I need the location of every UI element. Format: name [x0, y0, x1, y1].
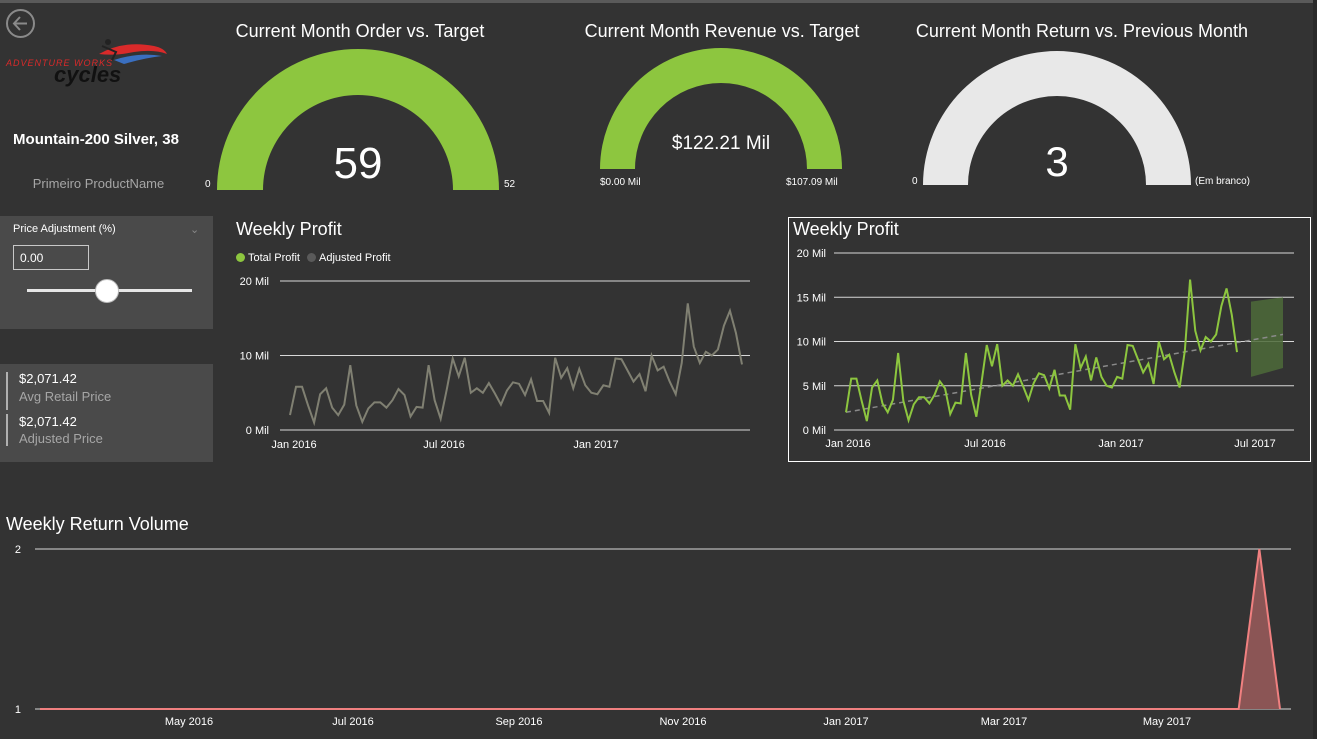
- gauge-return-min: 0: [912, 176, 918, 187]
- chart-return-volume[interactable]: 1 2 May 2016 Jul 2016 Sep 2016 Nov 2016 Jan 20…: [0, 538, 1305, 738]
- gauge-revenue-title: Current Month Revenue vs. Target: [584, 21, 860, 41]
- series-area-returns: [40, 549, 1280, 709]
- x-tick-label: Jul 2016: [332, 716, 374, 728]
- price-adjustment-slider-thumb[interactable]: [95, 279, 119, 303]
- y-tick-label: 20 Mil: [797, 248, 826, 260]
- logo-text-1: ADVENTURE WORKS: [5, 58, 113, 68]
- series-line-returns: [40, 548, 1281, 710]
- chart-weekly-profit-forecast[interactable]: 0 Mil 5 Mil 10 Mil 15 Mil 20 Mil Jan 2016 Jul …: [789, 240, 1309, 455]
- y-tick-label: 0 Mil: [246, 425, 269, 437]
- gauge-order-min: 0: [205, 179, 211, 190]
- chart-return-volume-title: Weekly Return Volume: [6, 514, 189, 534]
- gauge-return[interactable]: 3: [921, 50, 1193, 187]
- x-tick-label: Jan 2017: [573, 439, 618, 451]
- gauge-return-max: (Em branco): [1195, 176, 1251, 187]
- logo-text-2: cycles: [54, 62, 121, 87]
- avg-retail-price-label: Avg Retail Price: [19, 389, 112, 404]
- gauge-order-max: 52: [504, 179, 516, 190]
- back-arrow-circle-icon[interactable]: [6, 9, 35, 38]
- chart-weekly-profit-forecast-title: Weekly Profit: [793, 219, 899, 239]
- gauge-return-title: Current Month Return vs. Previous Month: [915, 21, 1249, 41]
- chart-weekly-profit[interactable]: 0 Mil 10 Mil 20 Mil Jan 2016 Jul 2016 Jan 201…: [230, 270, 760, 460]
- series-line-total-profit: [845, 279, 1238, 424]
- right-edge: [1313, 0, 1317, 739]
- trend-line: [845, 333, 1284, 414]
- x-tick-label: Mar 2017: [981, 716, 1027, 728]
- adjusted-price-label: Adjusted Price: [19, 431, 103, 446]
- y-tick-label: 10 Mil: [240, 351, 269, 363]
- legend-dot-total-profit: [236, 253, 245, 262]
- legend-total-profit[interactable]: Total Profit: [248, 252, 300, 264]
- x-tick-label: Jan 2017: [823, 716, 868, 728]
- gauge-order-title: Current Month Order vs. Target: [235, 21, 485, 41]
- adjusted-price-value: $2,071.42: [19, 414, 77, 429]
- y-tick-label: 2: [15, 544, 21, 556]
- price-adjustment-slicer: Price Adjustment (%) ⌄: [0, 216, 213, 329]
- gauge-revenue-max: $107.09 Mil: [786, 177, 838, 188]
- legend-dot-adjusted-profit: [307, 253, 317, 262]
- x-tick-label: Jul 2017: [1234, 438, 1276, 450]
- gauge-revenue[interactable]: $122.21 Mil: [598, 47, 844, 171]
- gauge-order-arc: [217, 49, 499, 190]
- x-tick-label: Jul 2016: [964, 438, 1006, 450]
- product-name: Mountain-200 Silver, 38: [13, 131, 179, 148]
- y-tick-label: 0 Mil: [803, 425, 826, 437]
- y-tick-label: 5 Mil: [803, 381, 826, 393]
- chart-weekly-profit-title: Weekly Profit: [236, 219, 342, 239]
- x-tick-label: Nov 2016: [659, 716, 706, 728]
- chart-weekly-profit-legend: Total Profit Adjusted Profit: [236, 252, 391, 264]
- chart-weekly-profit-forecast-frame: [788, 217, 1311, 462]
- y-tick-label: 20 Mil: [240, 276, 269, 288]
- gauge-revenue-arc: [600, 48, 842, 170]
- avg-retail-price-value: $2,071.42: [19, 371, 77, 386]
- card-accent-bar: [6, 372, 8, 410]
- x-tick-label: Jul 2016: [423, 439, 465, 451]
- legend-adjusted-profit[interactable]: Adjusted Profit: [319, 252, 391, 264]
- product-name-label: Primeiro ProductName: [32, 176, 165, 191]
- top-border: [0, 0, 1317, 3]
- price-adjustment-input[interactable]: [13, 245, 89, 270]
- y-tick-label: 1: [15, 704, 21, 716]
- y-tick-label: 15 Mil: [797, 292, 826, 304]
- chevron-down-icon[interactable]: ⌄: [190, 224, 200, 236]
- x-tick-label: May 2017: [1143, 716, 1191, 728]
- card-accent-bar: [6, 414, 8, 446]
- x-tick-label: May 2016: [165, 716, 213, 728]
- company-logo: ADVENTURE WORKS cycles: [4, 34, 174, 90]
- price-card: $2,071.42 Avg Retail Price $2,071.42 Adj…: [0, 364, 213, 462]
- gauge-order[interactable]: 59: [212, 45, 504, 191]
- slicer-title: Price Adjustment (%): [13, 223, 116, 235]
- y-tick-label: 10 Mil: [797, 337, 826, 349]
- gauge-return-value: 3: [1045, 138, 1068, 185]
- x-tick-label: Jan 2016: [825, 438, 870, 450]
- gauge-return-arc: [923, 51, 1191, 186]
- series-line-adjusted-profit: [289, 303, 743, 427]
- x-tick-label: Jan 2016: [271, 439, 316, 451]
- x-tick-label: Sep 2016: [495, 716, 542, 728]
- x-tick-label: Jan 2017: [1098, 438, 1143, 450]
- gauge-revenue-min: $0.00 Mil: [600, 177, 641, 188]
- gauge-revenue-value: $122.21 Mil: [672, 133, 770, 154]
- gauge-order-value: 59: [334, 139, 383, 188]
